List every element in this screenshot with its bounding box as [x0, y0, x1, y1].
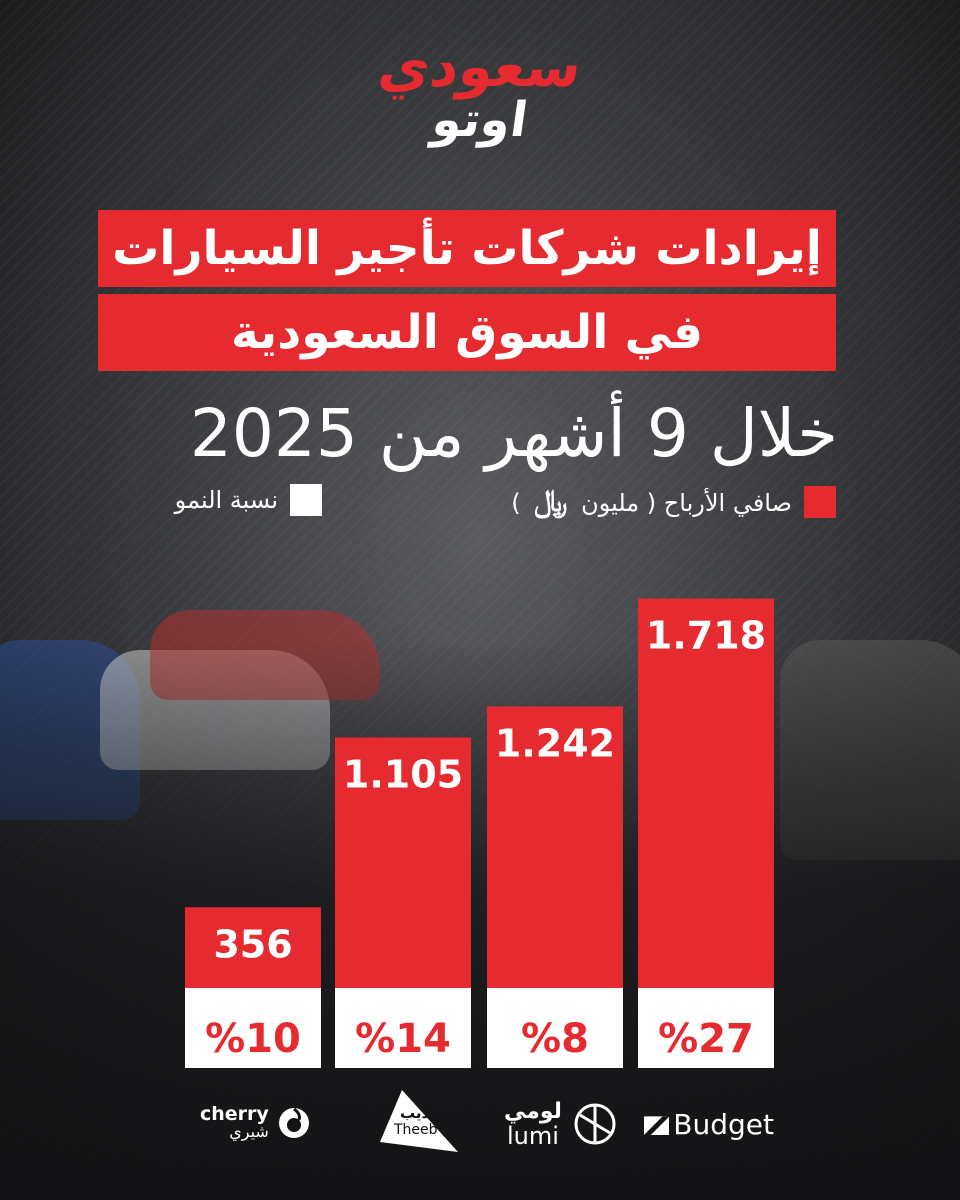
- brand-budget-name: Budget: [673, 1107, 774, 1141]
- cherry-logo-icon: [278, 1107, 309, 1138]
- brand-theeb-sub: Theeb: [394, 1122, 438, 1138]
- growth-box: [638, 988, 774, 1068]
- profit-value-label: 356: [213, 922, 292, 966]
- growth-value-label: %14: [355, 1016, 451, 1062]
- growth-box: [185, 988, 321, 1068]
- profit-value-label: 1.105: [343, 752, 463, 796]
- growth-box: [335, 988, 471, 1068]
- legend-profit-suffix: ): [511, 489, 521, 517]
- subtitle: خلال 9 أشهر من 2025: [189, 395, 838, 472]
- background-shade: [0, 640, 960, 1200]
- brand-lumi-sub: lumi: [507, 1122, 559, 1150]
- growth-value-label: %27: [658, 1016, 754, 1062]
- profit-bar: [638, 598, 774, 988]
- brand-lumi: لومي lumi: [504, 1096, 626, 1152]
- brand-cherry-name: cherry: [200, 1103, 269, 1125]
- profit-bar: [487, 706, 623, 988]
- profit-bar: [185, 907, 321, 988]
- growth-value-label: %8: [521, 1016, 589, 1062]
- profit-bar: [335, 737, 471, 988]
- profit-value-label: 1.718: [646, 614, 766, 658]
- legend-profit: صافي الأرباح ( مليون ﷼ ): [511, 484, 836, 519]
- brand-cherry: cherry شيري: [200, 1098, 320, 1148]
- theeb-logo-icon: [380, 1090, 458, 1152]
- brand-theeb-name: ذيب: [400, 1104, 430, 1122]
- brand-lumi-name: لومي: [504, 1099, 562, 1124]
- title-banner-line2: في السوق السعودية: [98, 294, 836, 371]
- legend-profit-swatch: [804, 485, 836, 518]
- lumi-logo-icon: [574, 1103, 616, 1145]
- profit-value-label: 1.242: [495, 721, 615, 765]
- brand-cherry-sub: شيري: [229, 1122, 269, 1141]
- growth-box: [487, 988, 623, 1068]
- growth-value-label: %10: [205, 1016, 301, 1062]
- legend-profit-label-group: صافي الأرباح ( مليون ﷼ ): [511, 484, 792, 519]
- brand-budget: Budget: [644, 1106, 774, 1142]
- title-line2: في السوق السعودية: [231, 305, 703, 360]
- riyal-currency-icon: ﷼: [534, 484, 568, 519]
- legend-profit-label: صافي الأرباح ( مليون: [581, 489, 792, 517]
- title-line1: إيرادات شركات تأجير السيارات: [112, 221, 822, 276]
- legend-growth: نسبة النمو: [175, 484, 322, 516]
- brand-theeb: ذيب Theeb: [372, 1086, 462, 1156]
- budget-logo-icon: [644, 1116, 670, 1135]
- legend-growth-swatch: [290, 484, 322, 516]
- legend-growth-label: نسبة النمو: [174, 486, 278, 514]
- title-banner-line1: إيرادات شركات تأجير السيارات: [98, 210, 836, 287]
